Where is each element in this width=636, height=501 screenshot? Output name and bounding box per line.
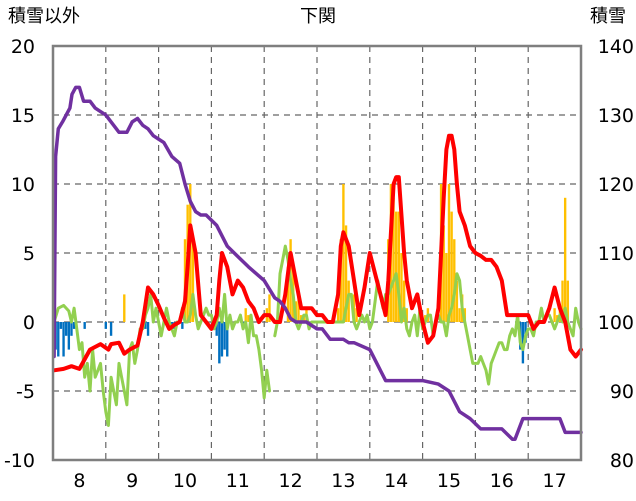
- precip-bar: [402, 280, 406, 322]
- precip-bar: [268, 294, 271, 322]
- precip-bar: [146, 322, 150, 336]
- precip-bar: [286, 266, 290, 322]
- left-tick-label: -10: [4, 450, 35, 472]
- precip-bar: [109, 322, 113, 336]
- x-tick-label: 13: [331, 470, 355, 492]
- left-tick-label: 20: [11, 36, 35, 58]
- precip-bar: [62, 322, 65, 357]
- left-y-ticks: 20 15 10 5 0 -5 -10: [4, 36, 35, 472]
- temperature-line: [52, 133, 583, 373]
- precip-bar: [191, 239, 195, 322]
- precip-bar: [566, 280, 569, 322]
- left-tick-label: 15: [11, 105, 35, 127]
- precip-bar: [405, 308, 408, 322]
- precip-bar: [453, 239, 456, 322]
- precip-bar: [181, 322, 184, 329]
- x-tick-label: 15: [437, 470, 461, 492]
- precip-bar: [445, 253, 448, 322]
- right-tick-label: 130: [598, 105, 634, 127]
- precip-bar: [223, 322, 226, 350]
- right-y-ticks: 140 130 120 110 100 90 80: [598, 36, 634, 472]
- right-axis-label: 積雪: [590, 6, 626, 27]
- precip-bar: [104, 322, 107, 329]
- precip-bar: [72, 322, 76, 329]
- precip-bar: [455, 280, 459, 322]
- snow-depth-line: [52, 85, 583, 442]
- left-tick-label: 0: [23, 312, 35, 334]
- right-tick-label: 120: [598, 174, 634, 196]
- plot-frame: [51, 44, 583, 462]
- precip-bar: [57, 322, 60, 357]
- precip-bar: [59, 322, 63, 329]
- chart-title: 下関: [300, 6, 336, 27]
- precip-bar: [297, 294, 300, 322]
- precip-bar: [226, 322, 229, 357]
- left-tick-label: 5: [23, 243, 35, 265]
- precip-bar: [218, 322, 221, 364]
- right-tick-label: 80: [610, 450, 634, 472]
- precip-bar: [70, 322, 73, 336]
- precip-bar: [458, 308, 461, 322]
- x-tick-label: 17: [543, 470, 567, 492]
- precip-bar: [215, 322, 218, 336]
- precip-bar: [220, 322, 224, 357]
- precip-bar: [342, 184, 345, 322]
- precip-bar: [450, 211, 453, 322]
- precip-bar: [397, 211, 401, 322]
- x-tick-label: 9: [126, 470, 138, 492]
- precip-bar: [442, 225, 445, 322]
- series-lines: [52, 85, 583, 442]
- precip-bar: [336, 308, 340, 322]
- precip-bar: [561, 280, 564, 322]
- wind-index-line: [52, 292, 271, 427]
- x-ticks: 8 9 10 11 12 13 14 15 16 17: [73, 470, 566, 492]
- left-tick-label: -5: [16, 381, 35, 403]
- precip-bar: [447, 184, 451, 322]
- right-tick-label: 140: [598, 36, 634, 58]
- precip-bar: [563, 197, 567, 322]
- precip-bar: [553, 308, 556, 322]
- x-tick-label: 14: [384, 470, 408, 492]
- x-tick-label: 8: [73, 470, 85, 492]
- precip-bar: [65, 322, 68, 336]
- precip-bar: [83, 322, 86, 329]
- precip-bar: [344, 225, 348, 322]
- x-tick-label: 12: [279, 470, 303, 492]
- x-tick-label: 11: [226, 470, 250, 492]
- precip-bar: [67, 322, 71, 350]
- right-tick-label: 110: [598, 243, 634, 265]
- left-axis-label: 積雪以外: [8, 6, 80, 27]
- precip-bar: [123, 294, 126, 322]
- grid-lines: [52, 45, 582, 461]
- precip-bar: [392, 197, 395, 322]
- precip-bar: [400, 253, 403, 322]
- x-tick-label: 10: [173, 470, 197, 492]
- precip-bar: [247, 315, 250, 322]
- precip-bars: [54, 184, 569, 364]
- precip-bar: [355, 308, 358, 322]
- right-tick-label: 90: [610, 381, 634, 403]
- left-tick-label: 10: [11, 174, 35, 196]
- precip-bar: [395, 211, 398, 322]
- precip-bar: [144, 322, 147, 329]
- right-tick-label: 100: [598, 312, 634, 334]
- x-tick-label: 16: [490, 470, 514, 492]
- precip-bar: [244, 308, 247, 322]
